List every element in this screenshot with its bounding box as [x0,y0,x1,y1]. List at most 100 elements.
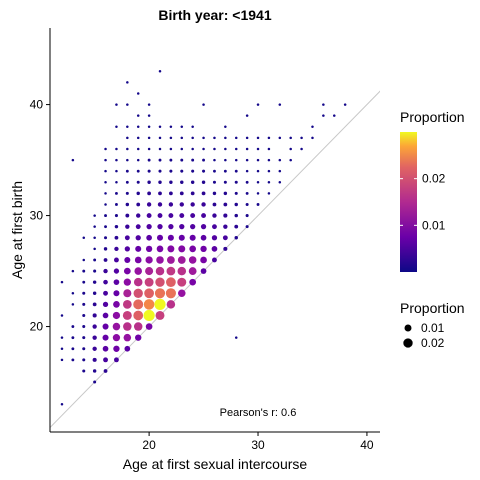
data-point [146,213,152,219]
data-point [267,158,271,162]
data-point [60,280,64,284]
data-point [156,234,164,241]
data-point [245,158,249,162]
data-point [234,169,238,173]
data-point [102,301,109,307]
data-point [256,147,260,151]
data-point [156,256,164,264]
data-point [158,125,162,129]
data-point [223,169,227,173]
data-point [114,235,119,240]
data-point [178,234,185,241]
data-point [146,234,152,241]
data-point [223,213,228,218]
data-point [93,214,96,217]
data-point [92,357,97,362]
data-point [223,180,227,184]
color-legend: Proportion 0.01 0.02 [400,109,465,272]
data-point [147,180,151,184]
x-tick-label: 30 [251,438,265,452]
data-point [245,225,249,229]
data-point [125,169,129,173]
data-point [178,245,186,253]
data-point [245,147,249,151]
data-point [188,267,197,275]
data-point [147,147,151,151]
data-point [191,136,194,140]
data-point [256,192,260,195]
data-point [144,277,154,287]
data-point [158,191,162,196]
data-point [213,136,216,140]
data-point [124,235,130,241]
data-point [102,334,109,341]
data-point [114,357,119,363]
data-point [112,322,121,331]
data-point [82,325,86,329]
data-point [169,158,173,162]
color-legend-bar [400,132,417,272]
data-point [177,256,186,264]
data-point [145,256,153,264]
data-point [82,336,86,340]
data-point [60,403,64,406]
data-point [245,136,249,140]
data-point [124,246,130,252]
data-point [104,214,107,217]
data-point [93,258,97,262]
data-point [166,300,176,309]
data-point [71,292,75,295]
data-point [168,213,174,219]
data-point [190,180,195,184]
data-point [113,279,120,285]
data-point [190,224,196,230]
data-point [245,214,249,218]
data-point [245,114,249,117]
data-point [125,191,129,195]
data-point [82,313,86,317]
data-point [223,191,228,196]
data-point [103,247,108,251]
data-point [136,136,140,140]
data-point [166,277,176,288]
data-point [144,288,154,299]
data-point [200,268,207,274]
data-point [71,358,75,362]
data-point [126,81,129,84]
data-point [113,268,120,274]
data-point [113,345,120,352]
data-point [234,224,239,229]
data-point [155,266,165,276]
data-point [147,114,151,117]
data-point [133,310,144,321]
data-point [234,147,238,151]
data-point [104,158,107,162]
data-point [82,280,86,284]
data-point [169,125,173,129]
data-point [71,158,75,162]
data-point [157,202,163,207]
data-point [143,299,155,310]
data-point [300,136,303,140]
data-point [180,169,184,173]
data-point [147,125,151,129]
data-point [224,136,227,140]
data-point [102,323,109,330]
data-point [180,158,184,162]
data-point [92,280,97,284]
data-point [71,347,75,351]
data-point [179,202,184,207]
y-tick-label: 20 [30,320,44,334]
data-point [82,291,86,295]
size-legend-key [403,338,413,348]
data-point [136,202,141,207]
data-point [123,267,131,275]
data-point [202,169,206,173]
data-point [191,158,195,162]
data-point [93,380,97,384]
data-point [169,191,173,196]
data-point [278,158,282,162]
y-axis-ticks: 20 30 40 [30,98,50,334]
data-point [212,224,217,230]
data-point [157,213,163,219]
